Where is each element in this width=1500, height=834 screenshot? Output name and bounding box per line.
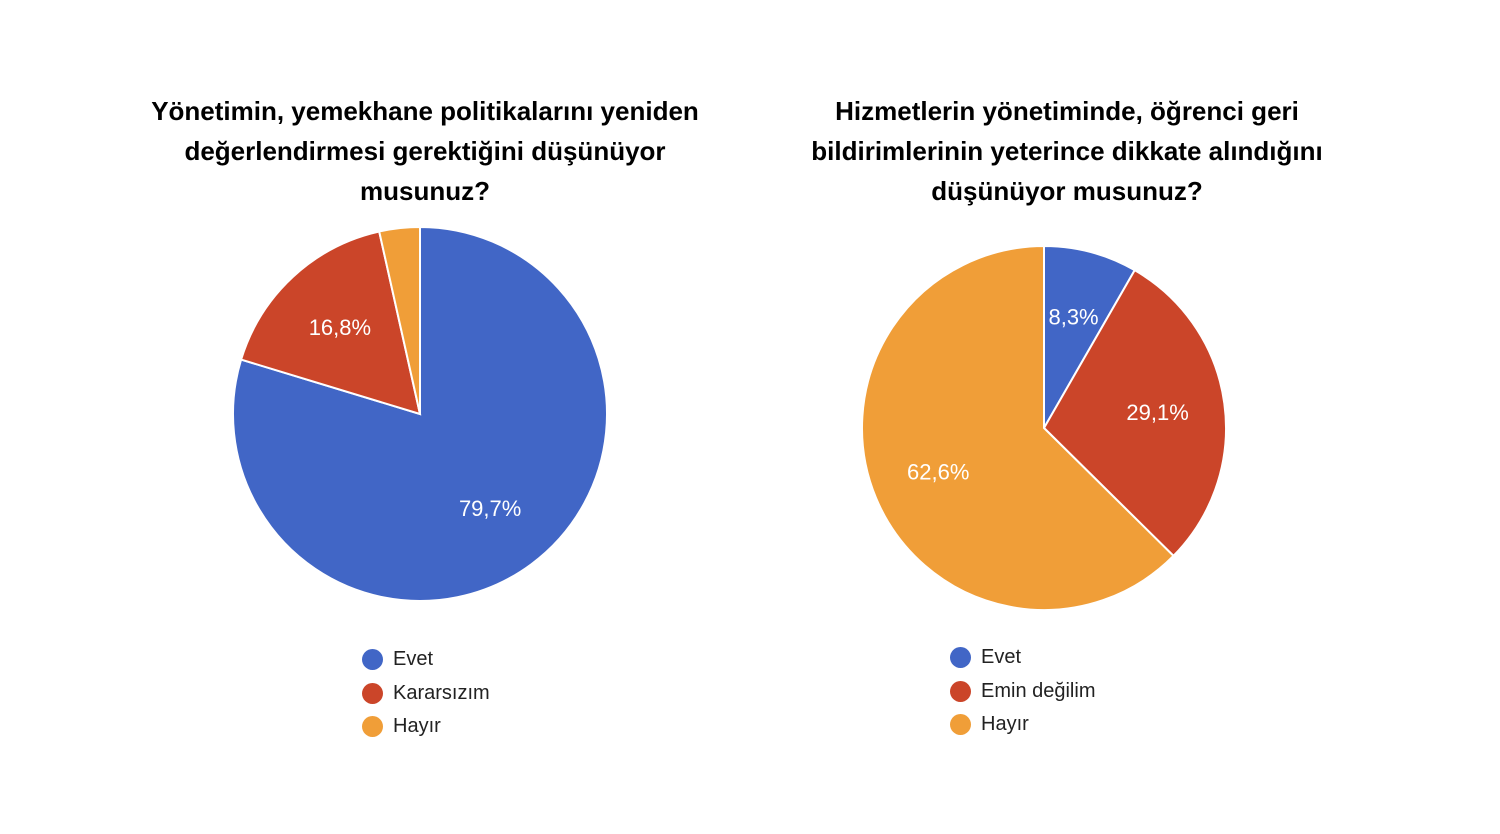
legend-label: Evet <box>981 646 1022 669</box>
slice-value-label: 79,7% <box>459 496 521 521</box>
legend-swatch <box>362 716 383 738</box>
legend-item: Emin değilim <box>950 675 1095 709</box>
legend-swatch <box>362 682 383 704</box>
slice-value-label: 62,6% <box>907 460 969 485</box>
chart-title: Hizmetlerin yönetiminde, öğrenci geri bi… <box>811 96 1323 206</box>
legend-swatch <box>950 714 971 736</box>
legend: Evet Kararsızım Hayır <box>362 643 490 744</box>
legend: Evet Emin değilim Hayır <box>950 641 1095 742</box>
legend-label: Emin değilim <box>981 679 1096 702</box>
pie-chart: 8,3% 29,1% 62,6% <box>861 244 1227 611</box>
chart-panel-left: 79,7% 16,8% Yönetimin, yemekhane politika… <box>151 96 699 744</box>
legend-swatch <box>362 649 383 671</box>
legend-item: Evet <box>362 643 490 677</box>
legend-label: Hayır <box>981 713 1029 736</box>
legend-item: Evet <box>950 641 1095 675</box>
pie-slice-hayır <box>378 225 421 415</box>
legend-item: Kararsızım <box>362 677 490 711</box>
slice-value-label: 16,8% <box>309 315 371 340</box>
pie-slice-kararsızım <box>239 230 422 416</box>
chart-title: Yönetimin, yemekhane politikalarını yeni… <box>151 96 699 206</box>
legend-swatch <box>950 647 971 669</box>
legend-item: Hayır <box>362 710 490 744</box>
pie-chart: 79,7% 16,8% <box>232 225 608 602</box>
legend-label: Evet <box>393 648 434 671</box>
legend-item: Hayır <box>950 708 1095 742</box>
chart-panel-right: 8,3% 29,1% 62,6% Hizmetlerin yönetiminde, … <box>750 0 1500 834</box>
pie-slice-hayır <box>861 244 1175 611</box>
legend-label: Hayır <box>393 715 441 738</box>
legend-label: Kararsızım <box>393 681 490 704</box>
slice-value-label: 8,3% <box>1048 305 1098 330</box>
legend-swatch <box>950 680 971 702</box>
pie-slice-emin-değilim <box>1042 268 1227 558</box>
pie-slice-evet <box>1043 244 1137 432</box>
slice-value-label: 29,1% <box>1126 400 1188 425</box>
